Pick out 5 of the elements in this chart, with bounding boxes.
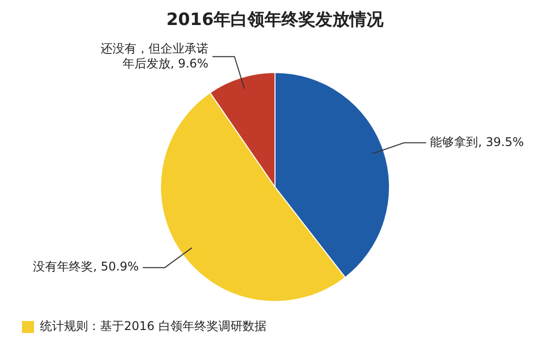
slice-label: 还没有，但企业承诺年后发放, 9.6% xyxy=(100,41,208,70)
chart-title: 2016年白领年终奖发放情况 xyxy=(165,9,385,31)
slice-label: 能够拿到, 39.5% xyxy=(430,134,524,149)
slice-label: 没有年终奖, 50.9% xyxy=(33,260,139,274)
text: 统计规则：基于2016 白领年终奖调研数据 xyxy=(40,318,266,335)
